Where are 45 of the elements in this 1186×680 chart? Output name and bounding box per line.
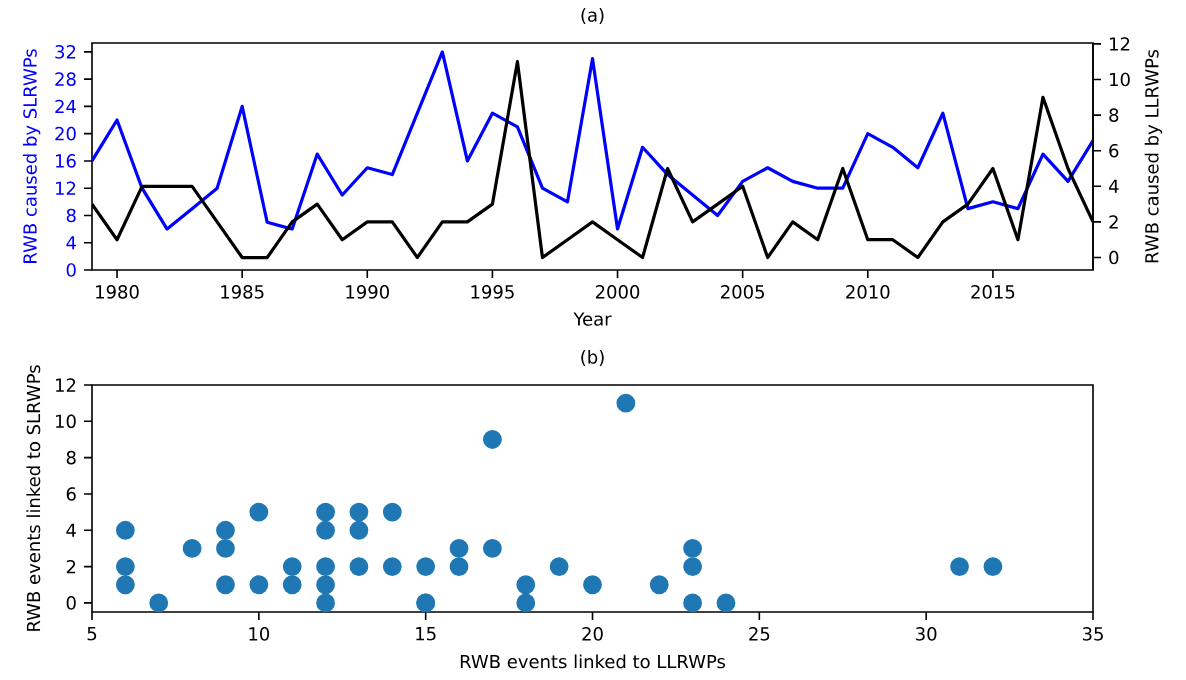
x-tick-label: 5 [87,627,97,641]
y-tick-label: 12 [56,181,76,195]
x-tick-label: 2015 [971,285,1015,299]
y2-axis-title: RWB caused by LLRWPs [1144,49,1163,263]
x-tick-label: 1990 [346,285,389,299]
y-tick-label: 8 [66,450,76,465]
chart-title: (a) [581,7,604,24]
y-tick-label: 4 [66,236,76,250]
y-tick-label: 28 [55,72,76,86]
y-tick-label: 2 [66,559,76,574]
x-axis-title: Year [573,312,612,326]
y-tick-label: 16 [56,154,76,168]
x-axis-title: RWB events linked to LLRWPs [460,654,726,669]
x-tick-label: 2010 [846,285,890,299]
y-tick-label: 0 [66,263,76,277]
y-tick-label: 12 [56,378,76,392]
x-tick-label: 30 [916,627,937,641]
y2-tick-label: 12 [1110,37,1130,51]
y2-tick-label: 6 [1109,143,1119,158]
x-tick-label: 1980 [96,285,139,299]
y2-tick-label: 2 [1109,215,1118,229]
x-tick-label: 20 [582,627,603,641]
y-tick-label: 4 [66,523,76,537]
y-axis-title: RWB caused by SLRWPs [22,49,41,263]
y-tick-label: 24 [55,99,76,114]
y-tick-label: 10 [56,414,76,429]
y2-tick-label: 8 [1109,108,1119,122]
y2-tick-label: 0 [1109,250,1119,265]
x-tick-label: 1985 [221,285,264,299]
x-tick-label: 25 [749,627,770,641]
y-tick-label: 8 [66,208,76,223]
y2-tick-label: 10 [1110,72,1130,87]
x-tick-label: 35 [1082,627,1103,641]
y-tick-label: 20 [55,126,76,141]
chart-title: (b) [581,349,604,366]
y-tick-label: 32 [55,45,76,59]
y-axis-title: RWB events linked to SLRWPs [26,365,41,631]
x-tick-label: 1995 [471,285,514,299]
y-tick-label: 6 [66,487,76,501]
x-tick-label: 2005 [721,285,764,299]
y2-tick-label: 4 [1108,179,1119,193]
y-tick-label: 0 [66,596,76,610]
x-tick-label: 2000 [595,285,640,299]
x-tick-label: 10 [249,627,270,641]
x-tick-label: 15 [416,627,436,641]
